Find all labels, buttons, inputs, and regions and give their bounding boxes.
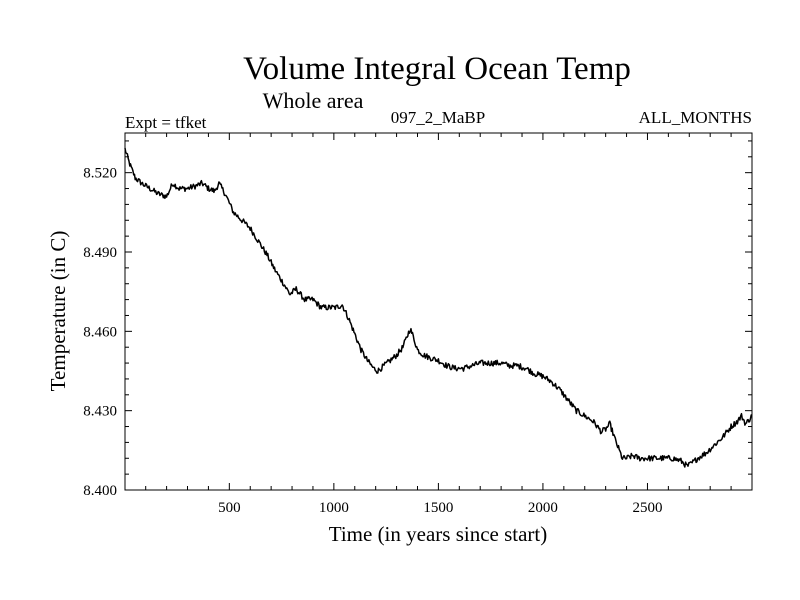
chart-title: Volume Integral Ocean Temp [243, 51, 631, 87]
temperature-series-line [124, 147, 753, 468]
months-label: ALL_MONTHS [639, 108, 752, 127]
x-tick-label: 500 [218, 500, 241, 516]
y-tick-label: 8.520 [83, 166, 117, 182]
axis-ticks [125, 133, 752, 491]
x-tick-labels: 500 1000 1500 2000 2500 [218, 500, 662, 516]
x-axis-label: Time (in years since start) [329, 522, 548, 546]
y-tick-labels: 8.400 8.430 8.460 8.490 8.520 [83, 166, 117, 499]
y-tick-label: 8.430 [83, 404, 117, 420]
y-tick-label: 8.400 [83, 483, 117, 499]
run-label: 097_2_MaBP [391, 108, 485, 127]
plot-frame [124, 132, 753, 491]
x-tick-label: 2500 [632, 500, 662, 516]
x-tick-label: 1000 [319, 500, 349, 516]
experiment-label: Expt = tfket [125, 113, 207, 132]
x-tick-label: 1500 [423, 500, 453, 516]
x-tick-label: 2000 [528, 500, 558, 516]
y-tick-label: 8.490 [83, 245, 117, 261]
chart-subtitle: Whole area [263, 88, 364, 113]
y-axis-label: Temperature (in C) [46, 231, 70, 392]
y-tick-label: 8.460 [83, 324, 117, 340]
